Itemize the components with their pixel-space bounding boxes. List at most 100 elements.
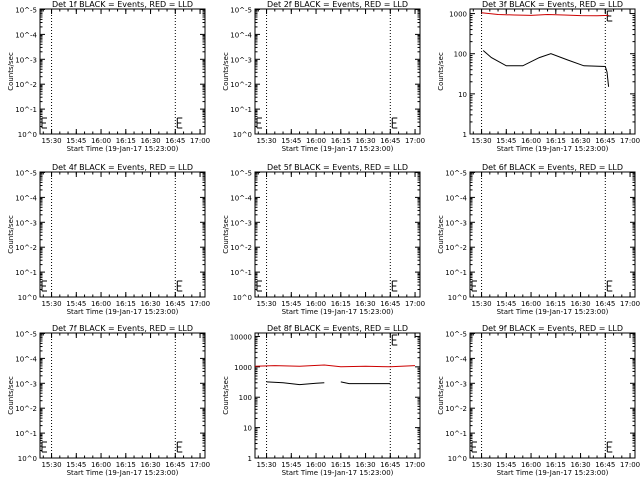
panel-title: Det 5f BLACK = Events, RED = LLD [267,163,408,172]
y-tick-label: 10^-1 [445,430,467,438]
x-tick-label: 16:30 [570,300,590,308]
series-lld-line [254,364,416,368]
x-tick-label: 16:45 [595,300,615,308]
e-mark [606,280,613,292]
panel-title: Det 6f BLACK = Events, RED = LLD [482,163,623,172]
x-axis-label: Start Time (19-Jan-17 15:23:00) [282,145,394,153]
x-tick-label: 16:15 [331,137,351,145]
y-axis-label: Counts/sec [437,52,445,91]
y-axis-label: Counts/sec [7,376,15,415]
y-tick-label: 10^-4 [445,194,467,202]
x-tick-label: 15:45 [496,461,516,469]
y-axis-label: Counts/sec [222,376,230,415]
plot-frame [254,8,421,135]
x-tick-label: 16:00 [306,137,326,145]
plot-frame [39,171,206,298]
y-tick-label: 10^-1 [445,269,467,277]
x-tick-label: 16:30 [140,461,160,469]
x-tick-label: 16:45 [595,461,615,469]
x-tick-label: 16:15 [546,137,566,145]
y-tick-label: 10^-4 [445,355,467,363]
y-tick-label: 10^0 [18,455,37,463]
y-tick-label: 10^0 [233,294,252,302]
y-tick-label: 100 [454,51,467,59]
x-tick-label: 16:45 [165,461,185,469]
y-tick-label: 10000 [230,333,252,341]
e-mark [606,10,613,22]
x-tick-label: 16:30 [570,137,590,145]
y-tick-label: 10^-3 [230,219,252,227]
x-tick-label: 16:30 [140,300,160,308]
y-tick-label: 10^-4 [15,355,37,363]
y-tick-label: 10^-2 [445,244,467,252]
x-tick-label: 16:45 [595,137,615,145]
plot-frame [469,8,636,135]
x-tick-label: 15:45 [496,137,516,145]
e-mark [41,441,47,453]
y-tick-label: 10^0 [233,131,252,139]
x-tick-label: 16:45 [380,461,400,469]
x-tick-label: 16:00 [306,300,326,308]
x-axis-label: Start Time (19-Jan-17 15:23:00) [497,145,609,153]
e-mark [606,441,613,453]
x-tick-label: 15:45 [281,300,301,308]
series-events-line [266,381,325,386]
y-tick-label: 10 [243,425,252,433]
x-tick-label: 16:15 [546,300,566,308]
x-tick-label: 16:00 [521,300,541,308]
x-tick-label: 16:30 [355,137,375,145]
y-tick-label: 1 [248,455,252,463]
x-tick-label: 17:00 [620,137,640,145]
x-tick-label: 16:00 [306,461,326,469]
y-axis-label: Counts/sec [437,376,445,415]
x-tick-label: 15:30 [41,137,61,145]
y-tick-label: 10^-3 [15,380,37,388]
x-tick-label: 17:00 [620,300,640,308]
y-tick-label: 100 [239,394,252,402]
panel-det-1f: Det 1f BLACK = Events, RED = LLD 10^0 10^-… [7,0,210,153]
panel-det-9f: Det 9f BLACK = Events, RED = LLD 10^0 10^-… [437,324,640,477]
plot-frame [254,171,421,298]
x-tick-label: 16:45 [165,300,185,308]
x-tick-label: 15:45 [281,461,301,469]
x-tick-label: 17:00 [405,300,425,308]
x-tick-label: 16:15 [331,461,351,469]
y-tick-label: 10^-3 [15,56,37,64]
panel-title: Det 9f BLACK = Events, RED = LLD [482,324,623,333]
y-axis-label: Counts/sec [222,52,230,91]
y-tick-label: 10^0 [448,455,467,463]
e-mark [391,117,398,129]
x-axis-label: Start Time (19-Jan-17 15:23:00) [67,145,179,153]
panel-det-7f: Det 7f BLACK = Events, RED = LLD 10^0 10^-… [7,324,210,477]
y-tick-label: 10^-4 [230,194,252,202]
y-tick-label: 10^-1 [15,430,37,438]
y-tick-label: 10^-1 [15,269,37,277]
y-tick-label: 1 [463,131,467,139]
y-tick-label: 10^-2 [230,244,252,252]
y-tick-label: 10^-2 [15,405,37,413]
e-mark [176,441,183,453]
y-tick-label: 10^-5 [445,169,467,177]
y-tick-label: 10 [458,91,467,99]
x-tick-label: 15:30 [41,461,61,469]
x-tick-label: 16:15 [546,461,566,469]
x-tick-label: 17:00 [405,137,425,145]
x-tick-label: 16:30 [355,461,375,469]
x-tick-label: 16:00 [521,137,541,145]
y-axis-label: Counts/sec [7,215,15,254]
x-tick-label: 15:30 [256,461,276,469]
y-tick-label: 10^-2 [15,244,37,252]
x-tick-label: 15:30 [256,137,276,145]
panel-det-8f: Det 8f BLACK = Events, RED = LLD 1 10 100 10… [222,324,425,477]
x-tick-label: 15:45 [66,300,86,308]
x-axis-label: Start Time (19-Jan-17 15:23:00) [67,308,179,316]
panel-title: Det 1f BLACK = Events, RED = LLD [52,0,193,9]
y-tick-label: 10^-3 [15,219,37,227]
x-tick-label: 16:45 [380,137,400,145]
y-axis-label: Counts/sec [7,52,15,91]
e-mark [256,117,262,129]
x-axis-label: Start Time (19-Jan-17 15:23:00) [497,469,609,477]
panel-title: Det 2f BLACK = Events, RED = LLD [267,0,408,9]
x-tick-label: 16:15 [116,137,136,145]
panel-title: Det 3f BLACK = Events, RED = LLD [482,0,623,9]
